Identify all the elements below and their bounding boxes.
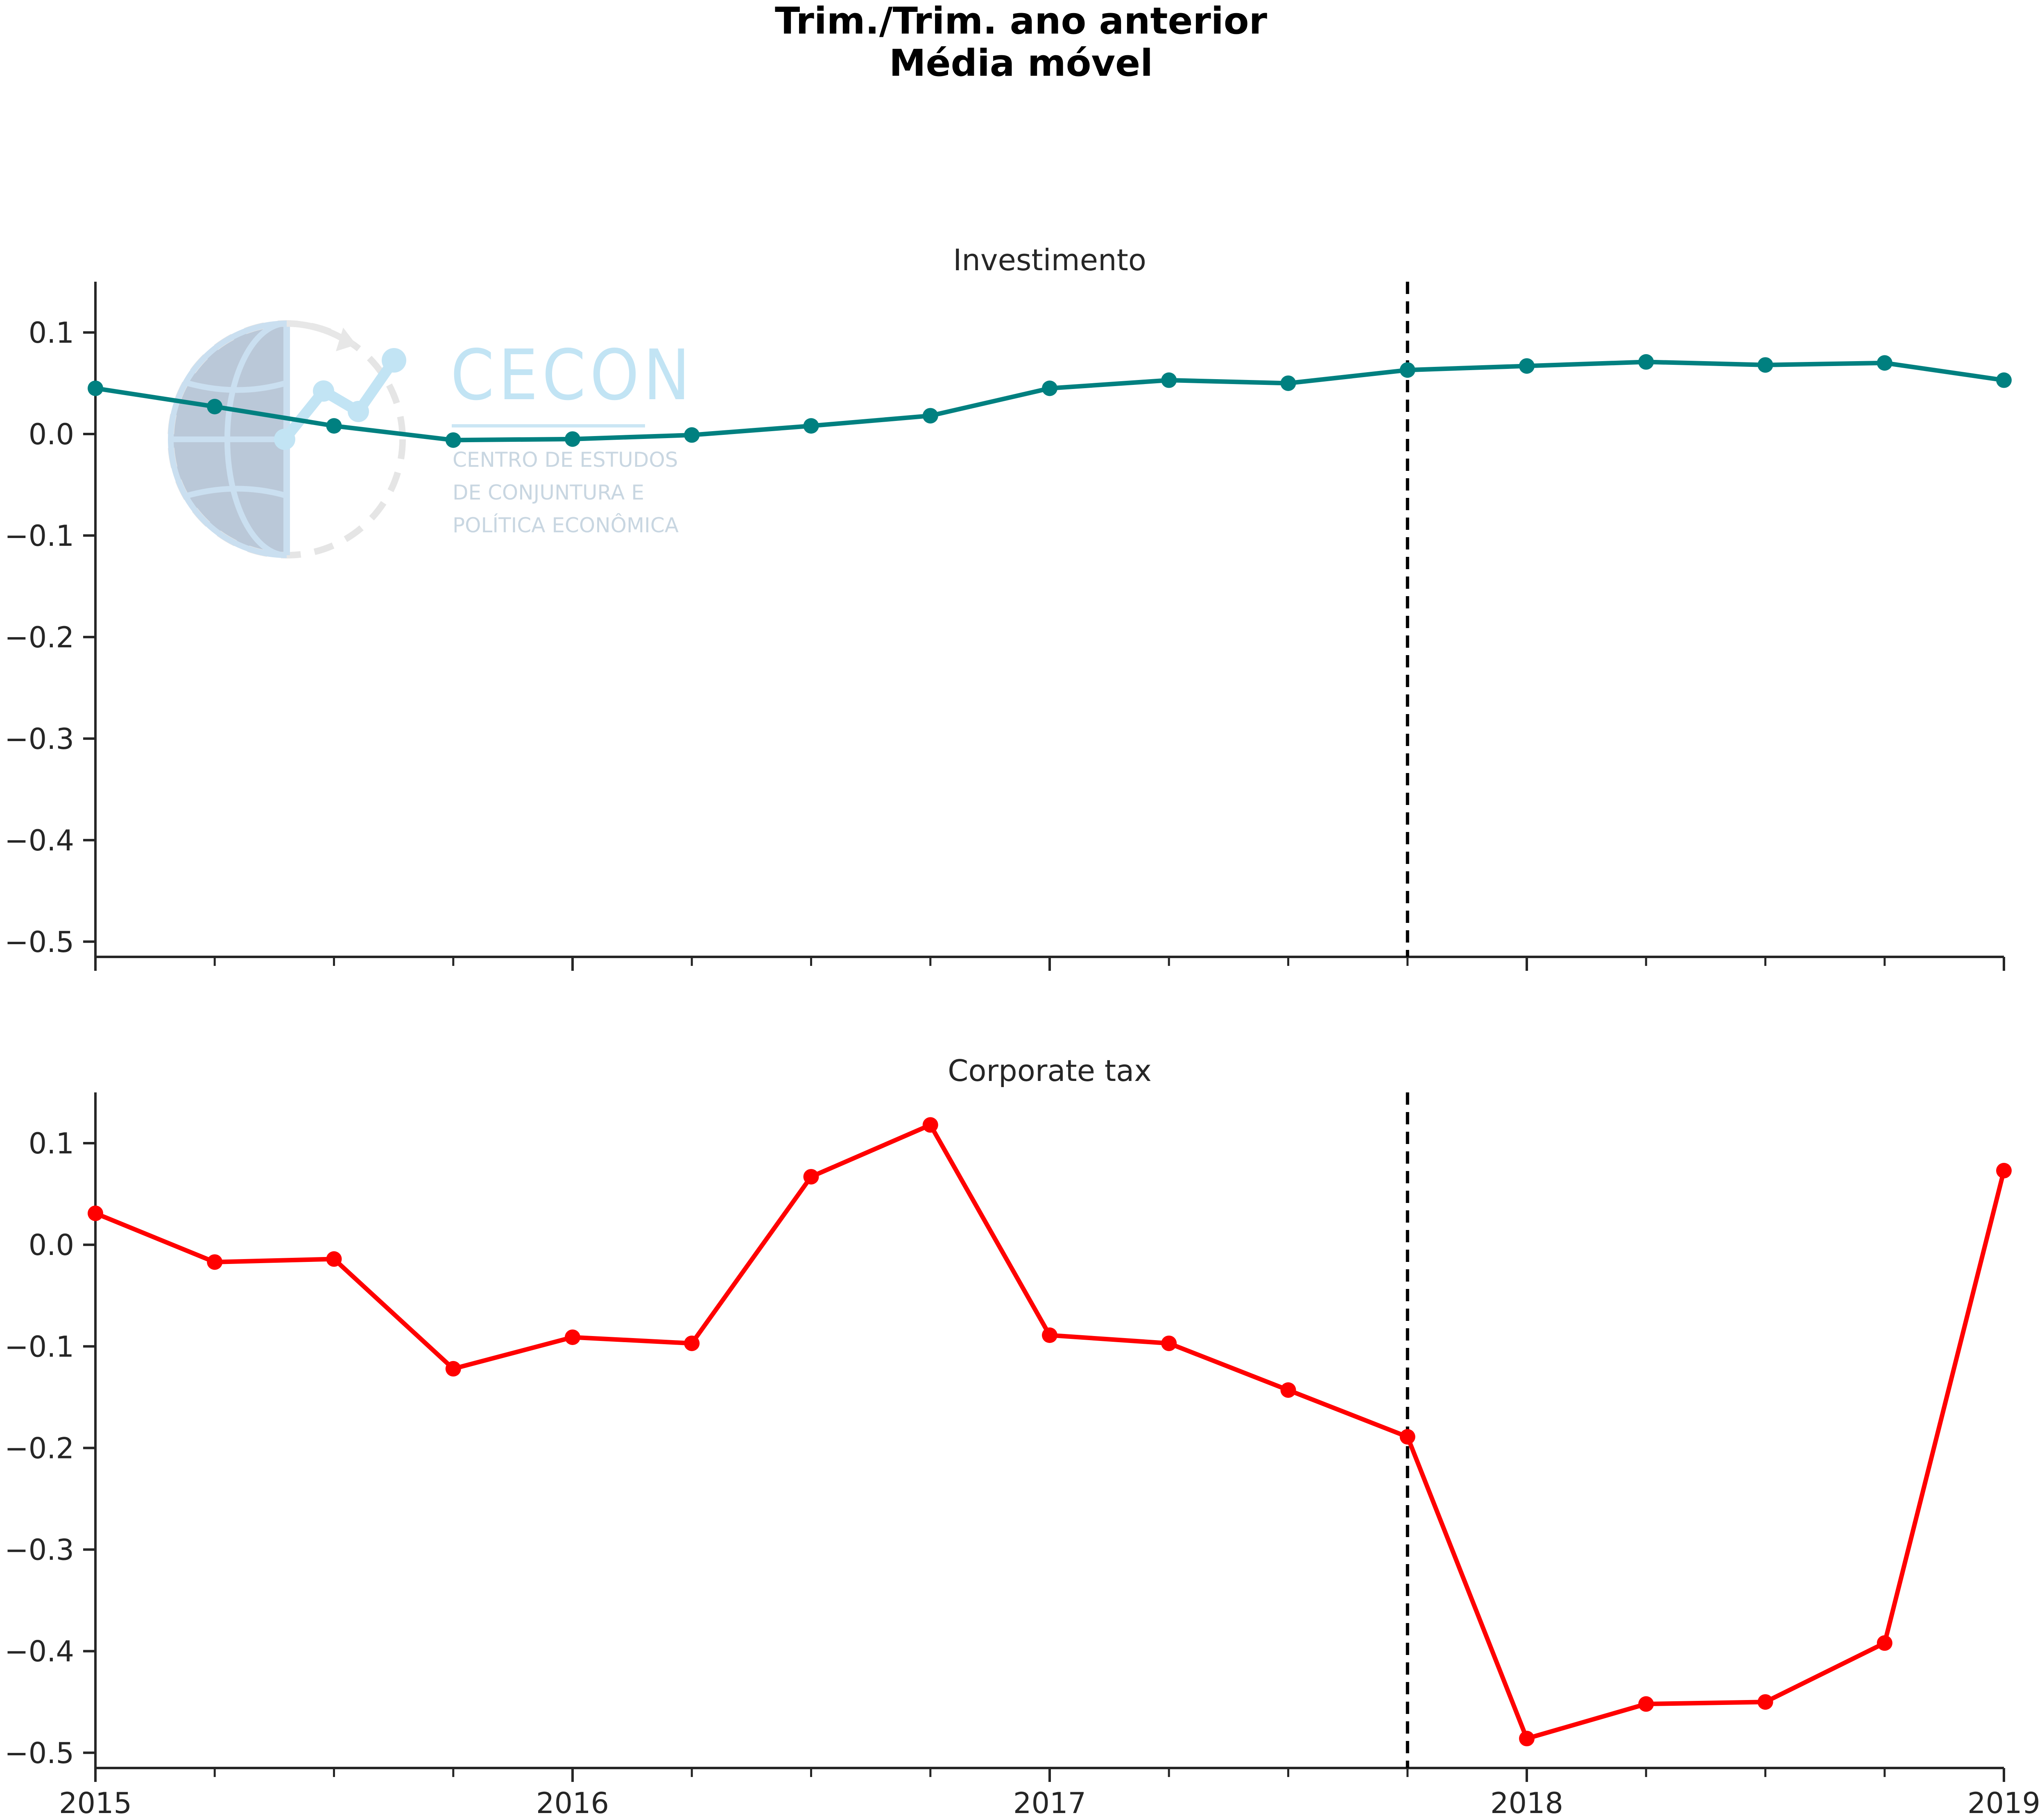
data-point [803, 1169, 819, 1185]
watermark-line3: POLÍTICA ECONÔMICA [453, 513, 679, 537]
x-tick-label: 2015 [59, 1786, 132, 1820]
x-tick-label: 2018 [1490, 1786, 1563, 1820]
data-point [207, 1254, 223, 1270]
watermark-line1: CENTRO DE ESTUDOS [453, 448, 678, 472]
watermark-brand: CECON [451, 335, 694, 416]
data-point [565, 1329, 580, 1345]
y-tick-label: −0.1 [5, 519, 74, 553]
data-point [565, 431, 580, 447]
data-point [1042, 1327, 1057, 1343]
figure-title-line1: Trim./Trim. ano anterior [775, 0, 1268, 43]
y-tick-label: −0.3 [5, 1533, 74, 1567]
y-tick-label: −0.5 [5, 925, 74, 959]
data-point [1996, 1163, 2012, 1179]
y-tick-label: −0.2 [5, 621, 74, 654]
data-point [922, 408, 938, 424]
data-point [1877, 1635, 1893, 1651]
globe-icon [168, 320, 406, 558]
data-point [1996, 372, 2012, 388]
data-point [1638, 354, 1654, 370]
panel-title: Investimento [953, 243, 1146, 277]
y-tick-label: −0.3 [5, 722, 74, 756]
panel-investimento: Investimento 0.1 0.0 −0.1 −0.2 −0.3 −0.4 −0.5 [5, 243, 2012, 971]
data-point [326, 418, 342, 434]
data-point [1280, 375, 1296, 391]
data-point [1519, 358, 1535, 374]
y-tick-label: 0.1 [29, 1127, 74, 1160]
x-tick-label: 2019 [1967, 1786, 2040, 1820]
data-point [88, 1205, 103, 1221]
y-tick-label: −0.1 [5, 1330, 74, 1363]
y-tick-label: −0.2 [5, 1431, 74, 1465]
data-point [445, 432, 461, 448]
data-point [684, 1335, 700, 1351]
data-point [1161, 372, 1177, 388]
data-point [1399, 1429, 1415, 1445]
panel-title: Corporate tax [948, 1054, 1152, 1088]
data-point [1519, 1731, 1535, 1747]
data-point [1757, 1694, 1773, 1710]
data-point [88, 380, 103, 396]
data-point [326, 1251, 342, 1267]
y-tick-label: 0.0 [29, 418, 74, 451]
data-point [1877, 355, 1893, 371]
data-point [922, 1117, 938, 1133]
x-tick-label: 2016 [536, 1786, 609, 1820]
y-tick-label: −0.5 [5, 1736, 74, 1770]
watermark-line2: DE CONJUNTURA E [453, 481, 644, 504]
data-point [1757, 357, 1773, 373]
data-point [1042, 380, 1057, 396]
data-point [445, 1361, 461, 1377]
y-tick-label: 0.1 [29, 316, 74, 350]
data-point [1280, 1382, 1296, 1398]
y-tick-label: −0.4 [5, 824, 74, 857]
data-point [207, 399, 223, 415]
data-point [1638, 1696, 1654, 1712]
series-line [94, 1122, 2006, 1741]
cecon-watermark-logo: CECON CENTRO DE ESTUDOS DE CONJUNTURA E … [168, 320, 694, 558]
y-tick-label: −0.4 [5, 1635, 74, 1669]
x-tick-label: 2017 [1013, 1786, 1086, 1820]
data-point [803, 418, 819, 434]
data-point [1399, 362, 1415, 378]
y-tick-label: 0.0 [29, 1228, 74, 1262]
data-point [1161, 1335, 1177, 1351]
figure-title-line2: Média móvel [889, 42, 1153, 85]
panel-corporate-tax: Corporate tax 0.1 0.0 −0.1 −0.2 −0.3 −0.4 −0.5 2… [5, 1054, 2040, 1820]
data-point [684, 427, 700, 443]
